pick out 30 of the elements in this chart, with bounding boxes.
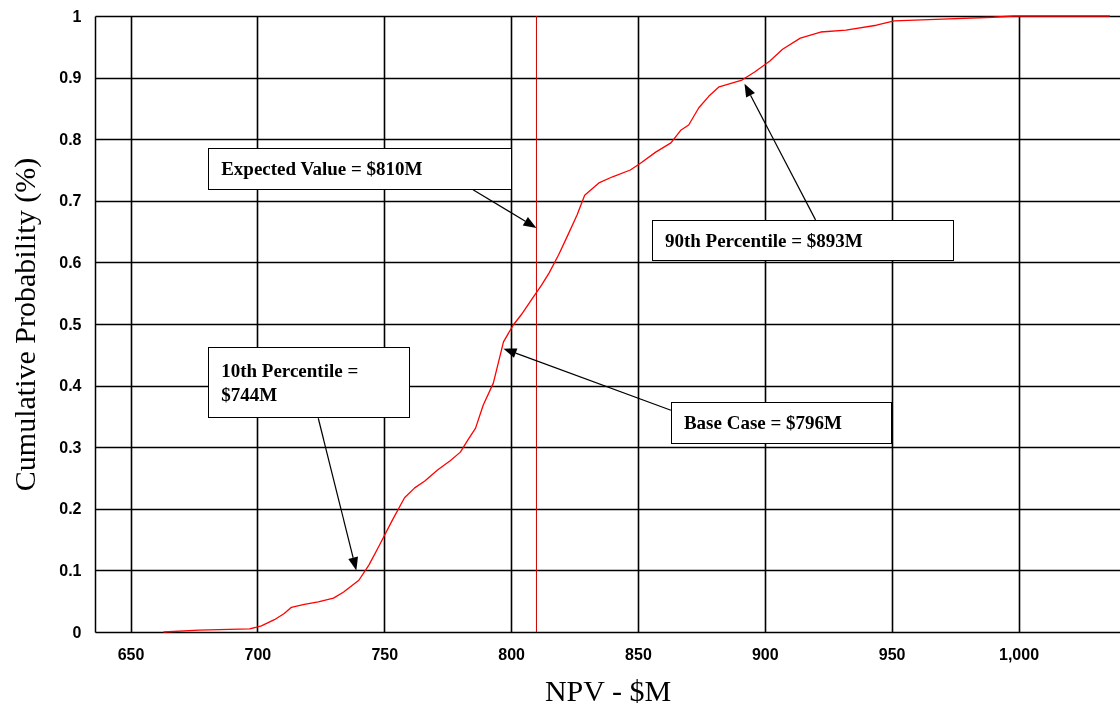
y-tick-label: 0.5: [59, 315, 82, 333]
x-axis-title: NPV - $M: [544, 673, 672, 707]
x-tick-label: 950: [878, 645, 906, 663]
callout-box: 10th Percentile = $744M: [208, 346, 410, 419]
y-tick-label: 0.2: [59, 500, 82, 518]
y-tick-label: 1: [72, 7, 82, 25]
line-series: [162, 15, 1111, 633]
x-tick-label: 650: [117, 645, 145, 663]
x-tick-label: 700: [244, 645, 272, 663]
x-tick-label: 1,000: [998, 645, 1040, 663]
y-axis-title: Cumulative Probability (%): [8, 157, 43, 492]
x-tick-label: 800: [498, 645, 526, 663]
y-tick-label: 0.7: [59, 192, 82, 210]
callout-box: 90th Percentile = $893M: [651, 219, 954, 262]
callout-box: Base Case = $796M: [670, 402, 892, 445]
y-tick-label: 0.4: [59, 377, 82, 395]
annotation: Base Case = $796M: [683, 411, 842, 436]
annotation: Expected Value = $810M: [221, 156, 423, 181]
y-tick-label: 0.3: [59, 438, 82, 456]
annotation: 10th Percentile = $744M: [221, 358, 359, 407]
y-tick-label: 0: [72, 623, 82, 641]
callout-box: Expected Value = $810M: [208, 147, 513, 190]
y-tick-label: 0.6: [59, 253, 82, 271]
annotation: 90th Percentile = $893M: [664, 228, 863, 253]
y-tick-label: 0.1: [59, 561, 82, 579]
x-tick-label: 850: [625, 645, 652, 663]
x-tick-label: 750: [371, 645, 399, 663]
x-tick-label: 900: [751, 645, 779, 663]
y-tick-label: 0.8: [59, 130, 82, 148]
y-tick-label: 0.9: [59, 69, 82, 87]
